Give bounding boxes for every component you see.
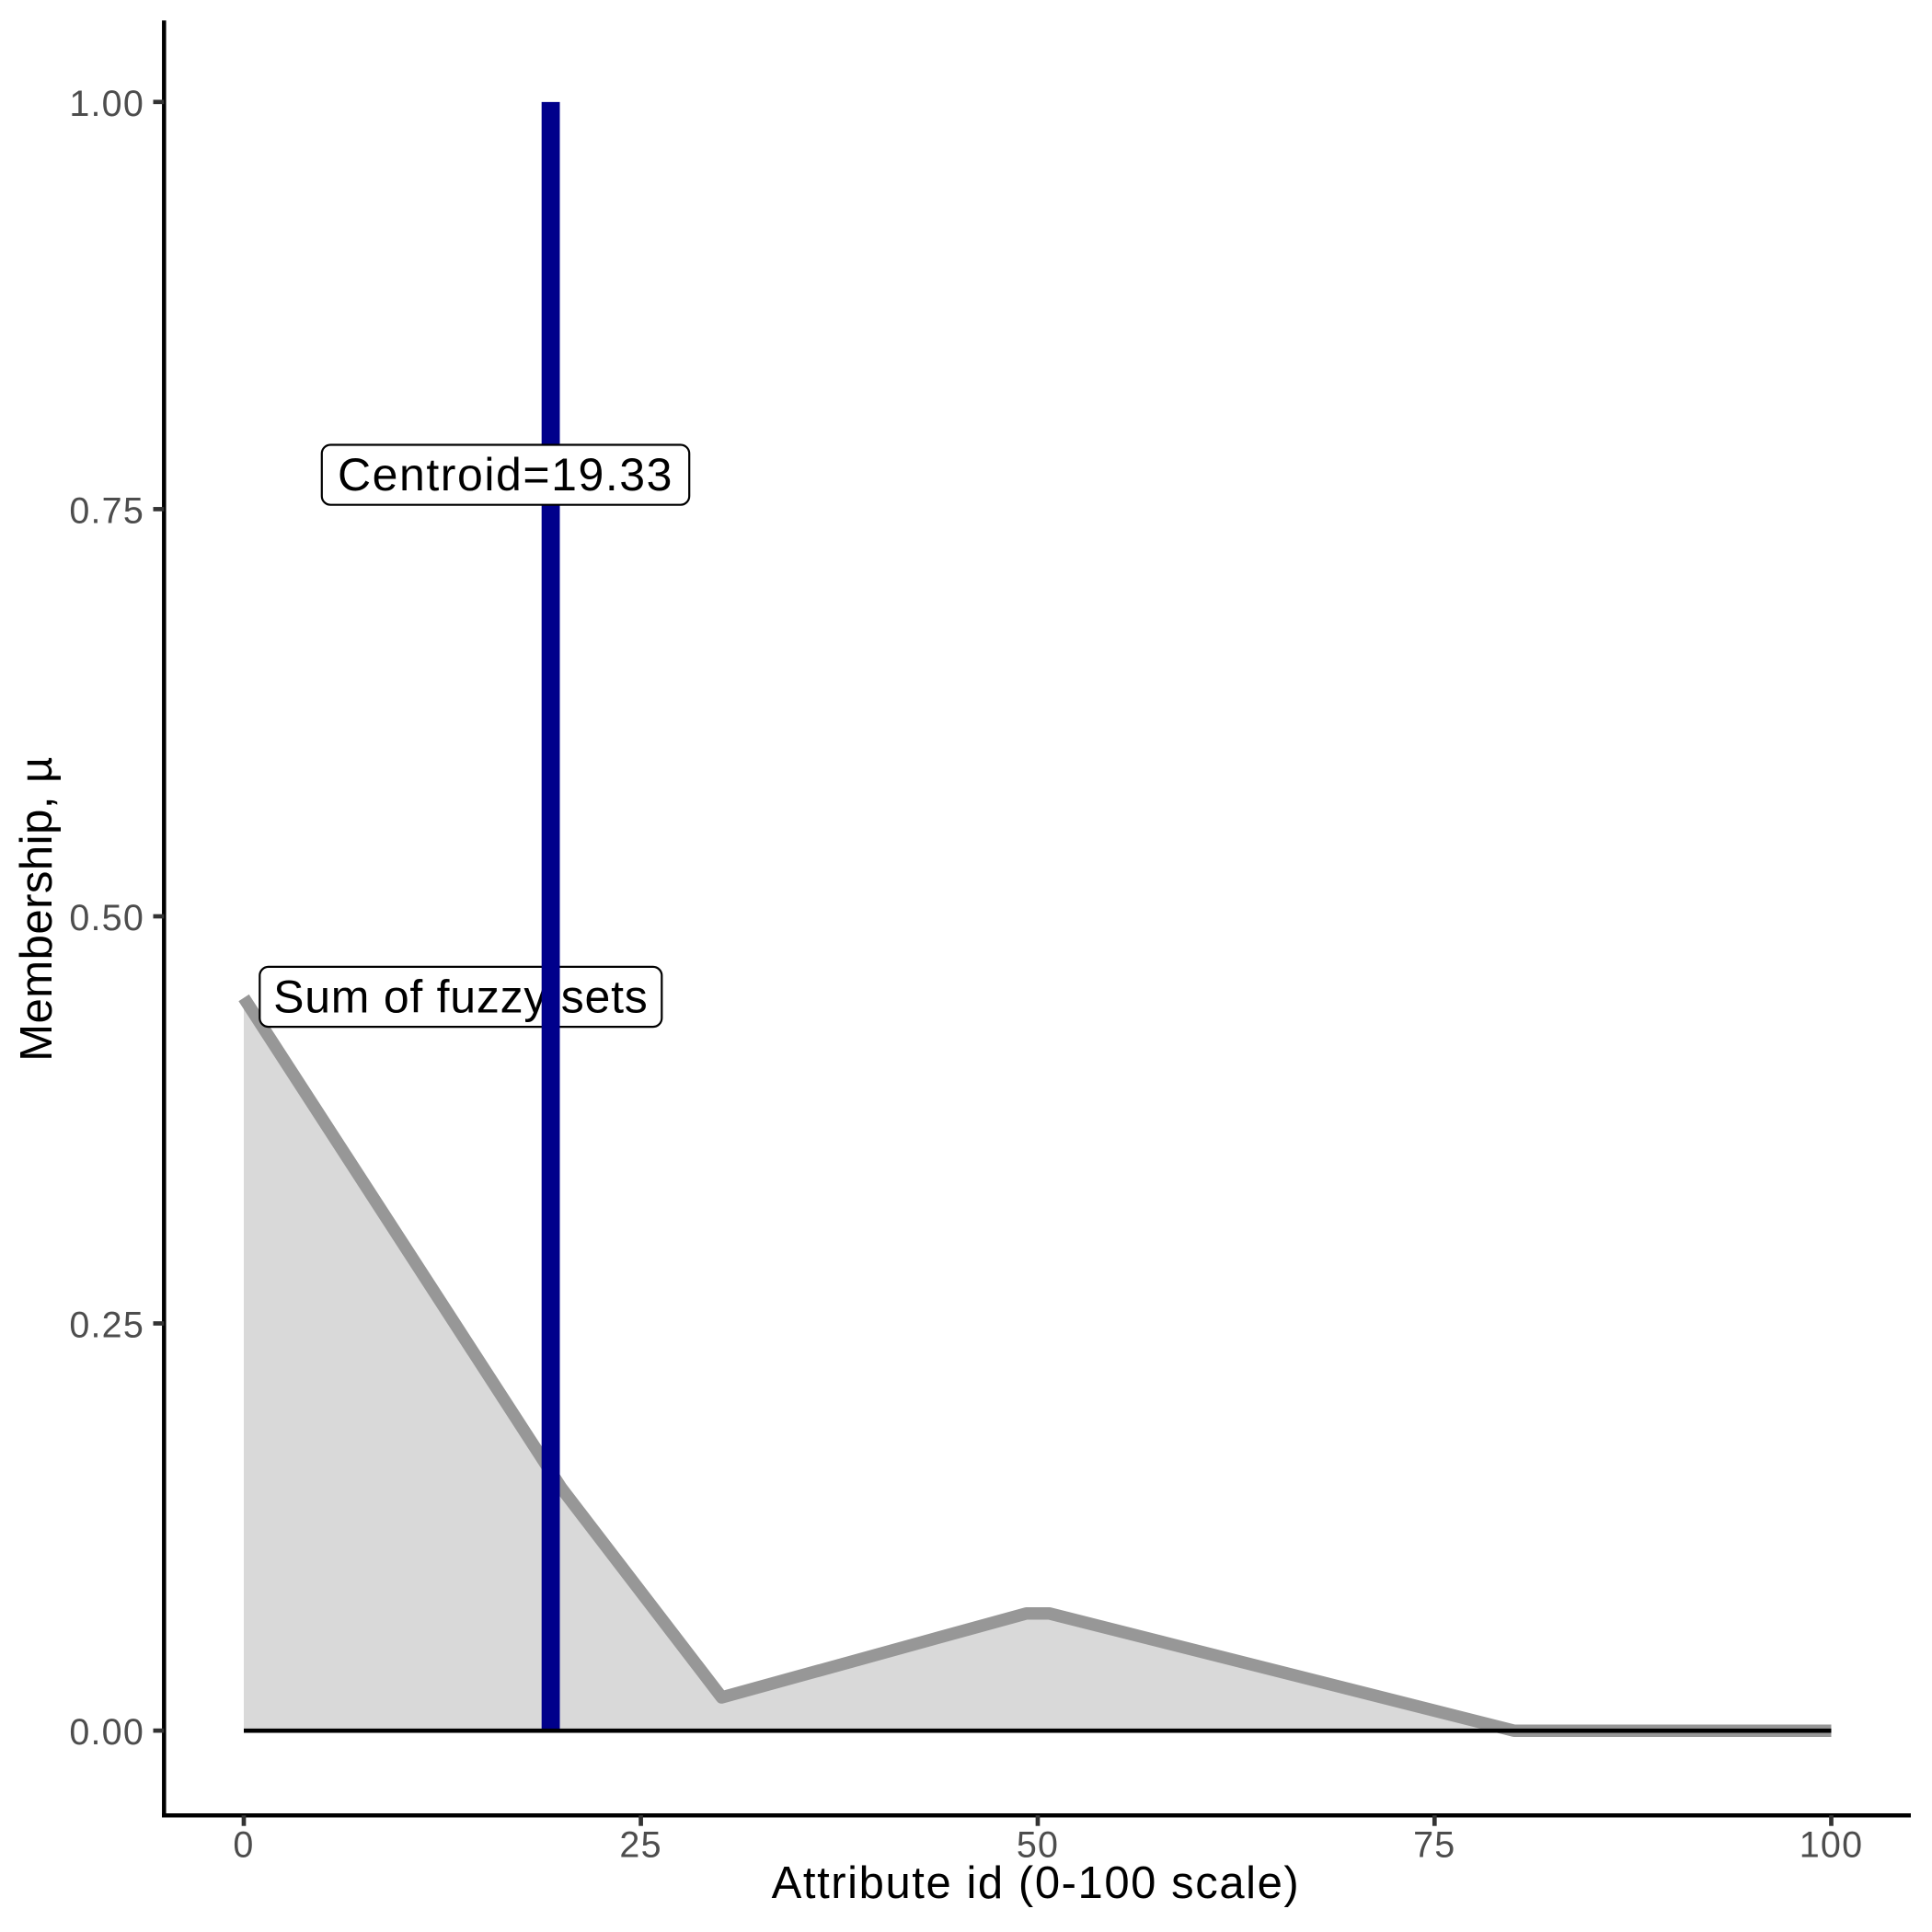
svg-text:0.50: 0.50 — [69, 898, 144, 938]
svg-text:0.00: 0.00 — [69, 1712, 144, 1753]
svg-text:100: 100 — [1800, 1824, 1864, 1865]
svg-text:0.75: 0.75 — [69, 490, 144, 531]
svg-text:Membership, µ: Membership, µ — [12, 756, 62, 1062]
svg-text:Sum of fuzzy sets: Sum of fuzzy sets — [273, 972, 648, 1023]
svg-text:Centroid=19.33: Centroid=19.33 — [338, 449, 673, 500]
svg-text:25: 25 — [619, 1824, 661, 1865]
svg-text:0: 0 — [233, 1824, 254, 1865]
svg-text:75: 75 — [1413, 1824, 1455, 1865]
svg-text:Attribute id (0-100 scale): Attribute id (0-100 scale) — [772, 1858, 1301, 1908]
svg-text:50: 50 — [1017, 1824, 1059, 1865]
svg-text:0.25: 0.25 — [69, 1305, 144, 1346]
svg-text:1.00: 1.00 — [69, 84, 144, 124]
